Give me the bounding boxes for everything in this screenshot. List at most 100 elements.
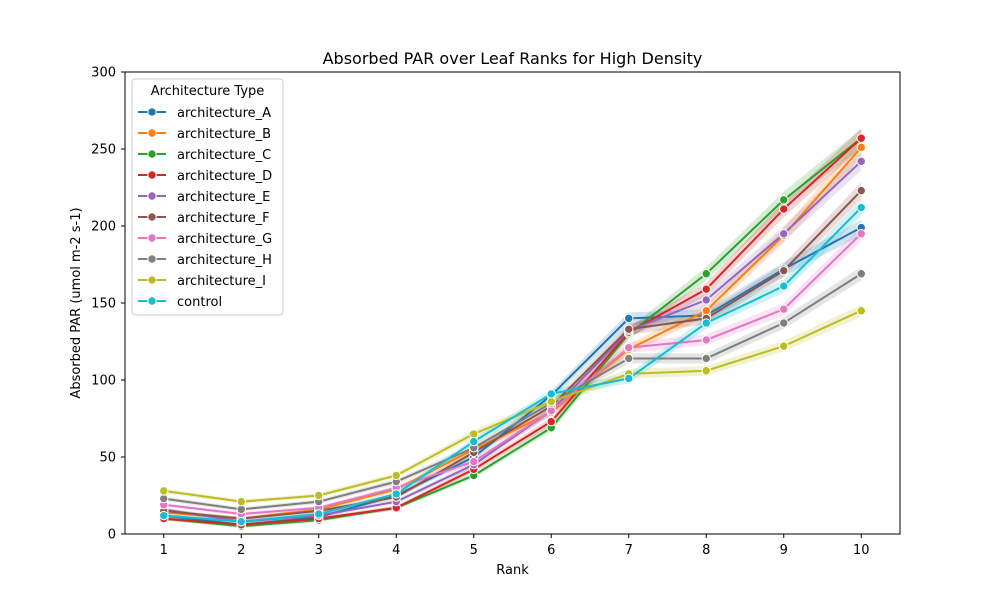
y-axis-ticks: 0 50 100 150 200 250 300 — [91, 66, 125, 543]
x-tick-label: 9 — [780, 543, 788, 558]
point-architecture_G — [546, 406, 556, 416]
point-architecture_D — [856, 133, 866, 143]
point-architecture_E — [701, 295, 711, 305]
legend-item: architecture_D — [138, 169, 272, 184]
legend-label: architecture_E — [177, 190, 270, 205]
legend-label: architecture_F — [177, 211, 270, 226]
y-tick-label: 0 — [108, 528, 116, 543]
x-tick-label: 1 — [160, 543, 168, 558]
legend-label: architecture_G — [177, 232, 272, 247]
y-tick-label: 150 — [91, 297, 116, 312]
confidence-bands — [163, 128, 862, 528]
x-tick-label: 8 — [702, 543, 710, 558]
x-tick-label: 2 — [237, 543, 245, 558]
point-architecture_F — [779, 265, 789, 276]
series-lines — [163, 137, 862, 528]
line-architecture_H — [163, 272, 862, 511]
point-architecture_H — [624, 353, 634, 364]
point-architecture_D — [779, 204, 789, 214]
legend-swatch-marker — [147, 128, 157, 138]
point-architecture_I — [391, 470, 401, 481]
point-architecture_I — [314, 490, 324, 501]
point-architecture_E — [779, 229, 789, 239]
series-points — [159, 133, 866, 531]
x-tick-label: 6 — [547, 543, 555, 558]
point-architecture_I — [701, 366, 711, 376]
legend-item: architecture_E — [138, 190, 270, 205]
x-tick-label: 4 — [392, 543, 400, 558]
point-architecture_I — [236, 496, 246, 507]
point-architecture_H — [236, 504, 246, 515]
point-control — [469, 436, 479, 447]
legend-swatch-marker — [147, 254, 157, 264]
point-architecture_A — [624, 313, 634, 324]
legend-item: architecture_I — [138, 274, 266, 289]
point-architecture_G — [701, 335, 711, 345]
line-architecture_C — [163, 137, 862, 528]
point-architecture_I — [546, 396, 556, 407]
point-architecture_G — [469, 456, 479, 467]
point-architecture_D — [546, 416, 556, 427]
legend-label: architecture_H — [177, 253, 272, 268]
legend-item: architecture_F — [138, 211, 270, 226]
point-architecture_I — [779, 341, 789, 351]
y-tick-label: 250 — [91, 143, 116, 158]
legend-item: architecture_G — [138, 232, 272, 247]
point-architecture_I — [159, 486, 169, 496]
point-architecture_I — [856, 306, 866, 316]
point-architecture_F — [856, 185, 866, 196]
x-tick-label: 5 — [470, 543, 478, 558]
legend-item: architecture_C — [138, 148, 271, 163]
point-architecture_C — [779, 195, 789, 205]
point-architecture_G — [779, 304, 789, 314]
legend-title: Architecture Type — [151, 84, 265, 99]
point-architecture_H — [856, 269, 866, 279]
point-architecture_D — [701, 284, 711, 294]
legend-item: architecture_H — [138, 253, 272, 268]
legend-box — [131, 78, 284, 316]
y-tick-label: 50 — [99, 451, 116, 466]
point-control — [159, 510, 169, 521]
y-tick-label: 200 — [91, 220, 116, 235]
y-tick-label: 300 — [91, 66, 116, 81]
legend-item: architecture_A — [138, 106, 271, 121]
point-architecture_H — [779, 318, 789, 328]
point-architecture_G — [624, 342, 634, 353]
point-control — [624, 373, 634, 384]
legend-swatch-marker — [147, 149, 157, 159]
point-control — [391, 489, 401, 499]
point-control — [546, 389, 556, 399]
point-architecture_H — [701, 353, 711, 364]
point-control — [779, 281, 789, 291]
line-architecture_D — [163, 137, 862, 526]
legend-label: architecture_A — [177, 106, 271, 121]
x-tick-label: 3 — [315, 543, 323, 558]
legend-swatch-marker — [147, 296, 157, 306]
legend-swatch-marker — [147, 212, 157, 222]
legend-swatch-marker — [147, 275, 157, 285]
point-architecture_B — [856, 142, 866, 153]
x-tick-label: 10 — [853, 543, 870, 558]
x-axis-ticks: 1 2 3 4 5 6 7 8 9 10 — [160, 534, 870, 558]
legend-label: architecture_B — [177, 127, 271, 142]
y-tick-label: 100 — [91, 374, 116, 389]
line-architecture_G — [163, 232, 862, 515]
legend-swatch-marker — [147, 233, 157, 243]
point-architecture_E — [856, 156, 866, 167]
legend-swatch-marker — [147, 170, 157, 180]
legend-item: architecture_B — [138, 127, 271, 142]
point-architecture_G — [856, 229, 866, 239]
point-control — [856, 202, 866, 213]
legend-swatch-marker — [147, 191, 157, 201]
point-control — [701, 318, 711, 328]
point-architecture_F — [624, 324, 634, 334]
legend: Architecture Type architecture_A architec… — [131, 78, 284, 316]
legend-label: architecture_D — [177, 169, 272, 184]
point-control — [314, 509, 324, 519]
point-control — [236, 516, 246, 527]
x-tick-label: 7 — [625, 543, 633, 558]
point-architecture_B — [701, 306, 711, 316]
line-architecture_F — [163, 189, 862, 520]
legend-label: architecture_I — [177, 274, 266, 289]
